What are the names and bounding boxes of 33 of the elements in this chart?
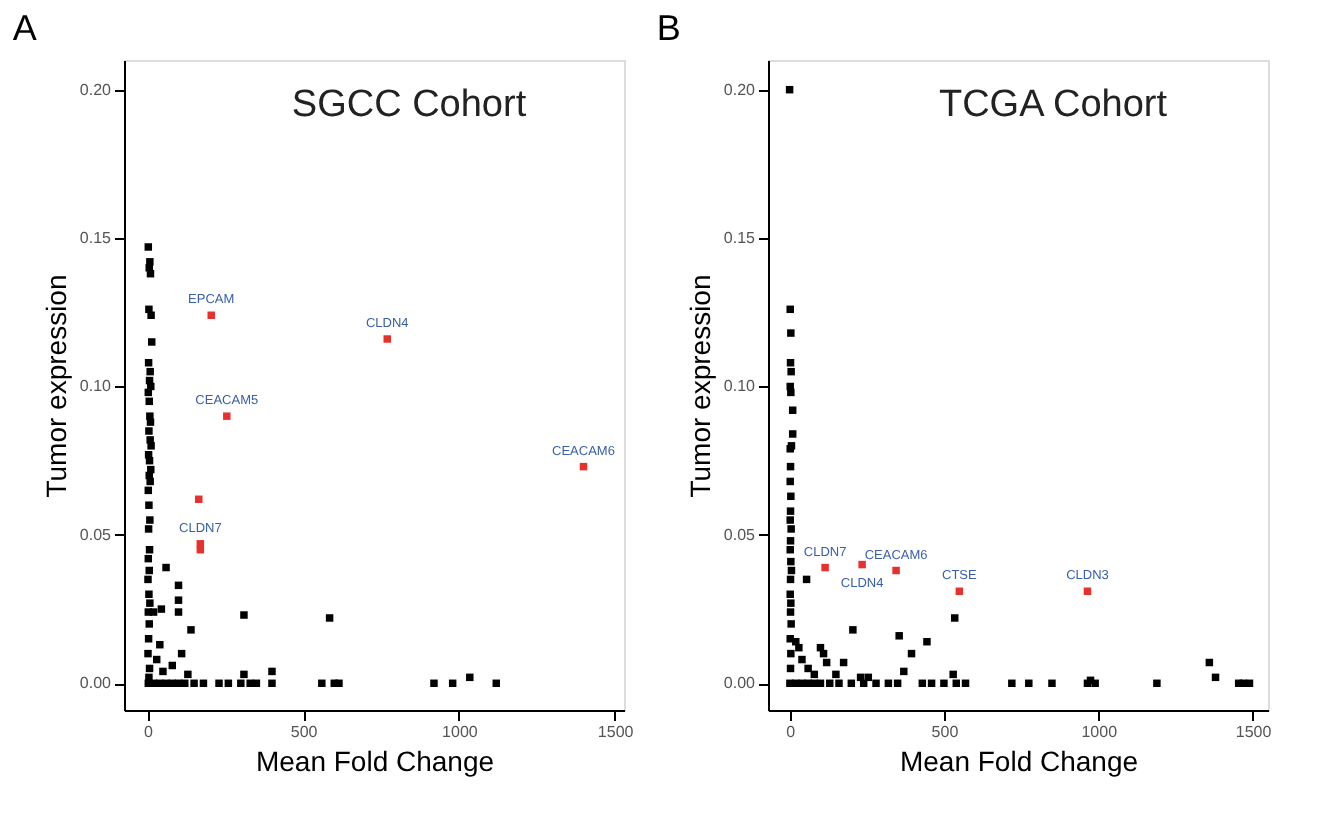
y-tick-label: 0.00 — [79, 674, 113, 693]
text: B — [656, 8, 681, 48]
x-tick-label: 1500 — [597, 723, 635, 741]
point — [223, 412, 231, 420]
point — [821, 563, 829, 572]
y-tick-label: 0.15 — [79, 229, 113, 248]
point — [207, 311, 215, 319]
y-tick-label: 0.10 — [79, 377, 113, 396]
y-tick-label: 0.05 — [723, 525, 757, 544]
y-tick-label: 0.20 — [723, 80, 757, 99]
text: SGCC Cohort — [291, 84, 528, 126]
y-tick-label: 0.05 — [79, 525, 113, 544]
x-axis-title: Mean Fold Change — [255, 745, 495, 777]
point — [858, 560, 866, 569]
x-tick-label: 500 — [931, 723, 960, 741]
y-axis-title: Tumor expression — [39, 274, 72, 498]
x-tick-label: 1000 — [442, 723, 479, 741]
y-tick-label: 0.20 — [79, 80, 113, 99]
x-axis-title: Mean Fold Change — [899, 745, 1139, 777]
x-tick-label: 1000 — [1081, 723, 1119, 741]
text: A — [12, 8, 37, 48]
y-axis-title: Tumor expression — [683, 274, 716, 498]
y-tick-label: 0.10 — [723, 377, 757, 396]
y-tick-label: 0.00 — [723, 674, 757, 693]
x-tick-label: 0 — [786, 723, 797, 741]
text: TCGA Cohort — [938, 84, 1169, 126]
point — [195, 495, 203, 504]
point — [892, 566, 900, 575]
x-tick-label: 1500 — [1235, 723, 1273, 741]
x-tick-label: 0 — [143, 723, 154, 741]
point — [383, 335, 391, 343]
x-tick-label: 500 — [290, 723, 319, 741]
y-tick-label: 0.15 — [723, 229, 757, 248]
